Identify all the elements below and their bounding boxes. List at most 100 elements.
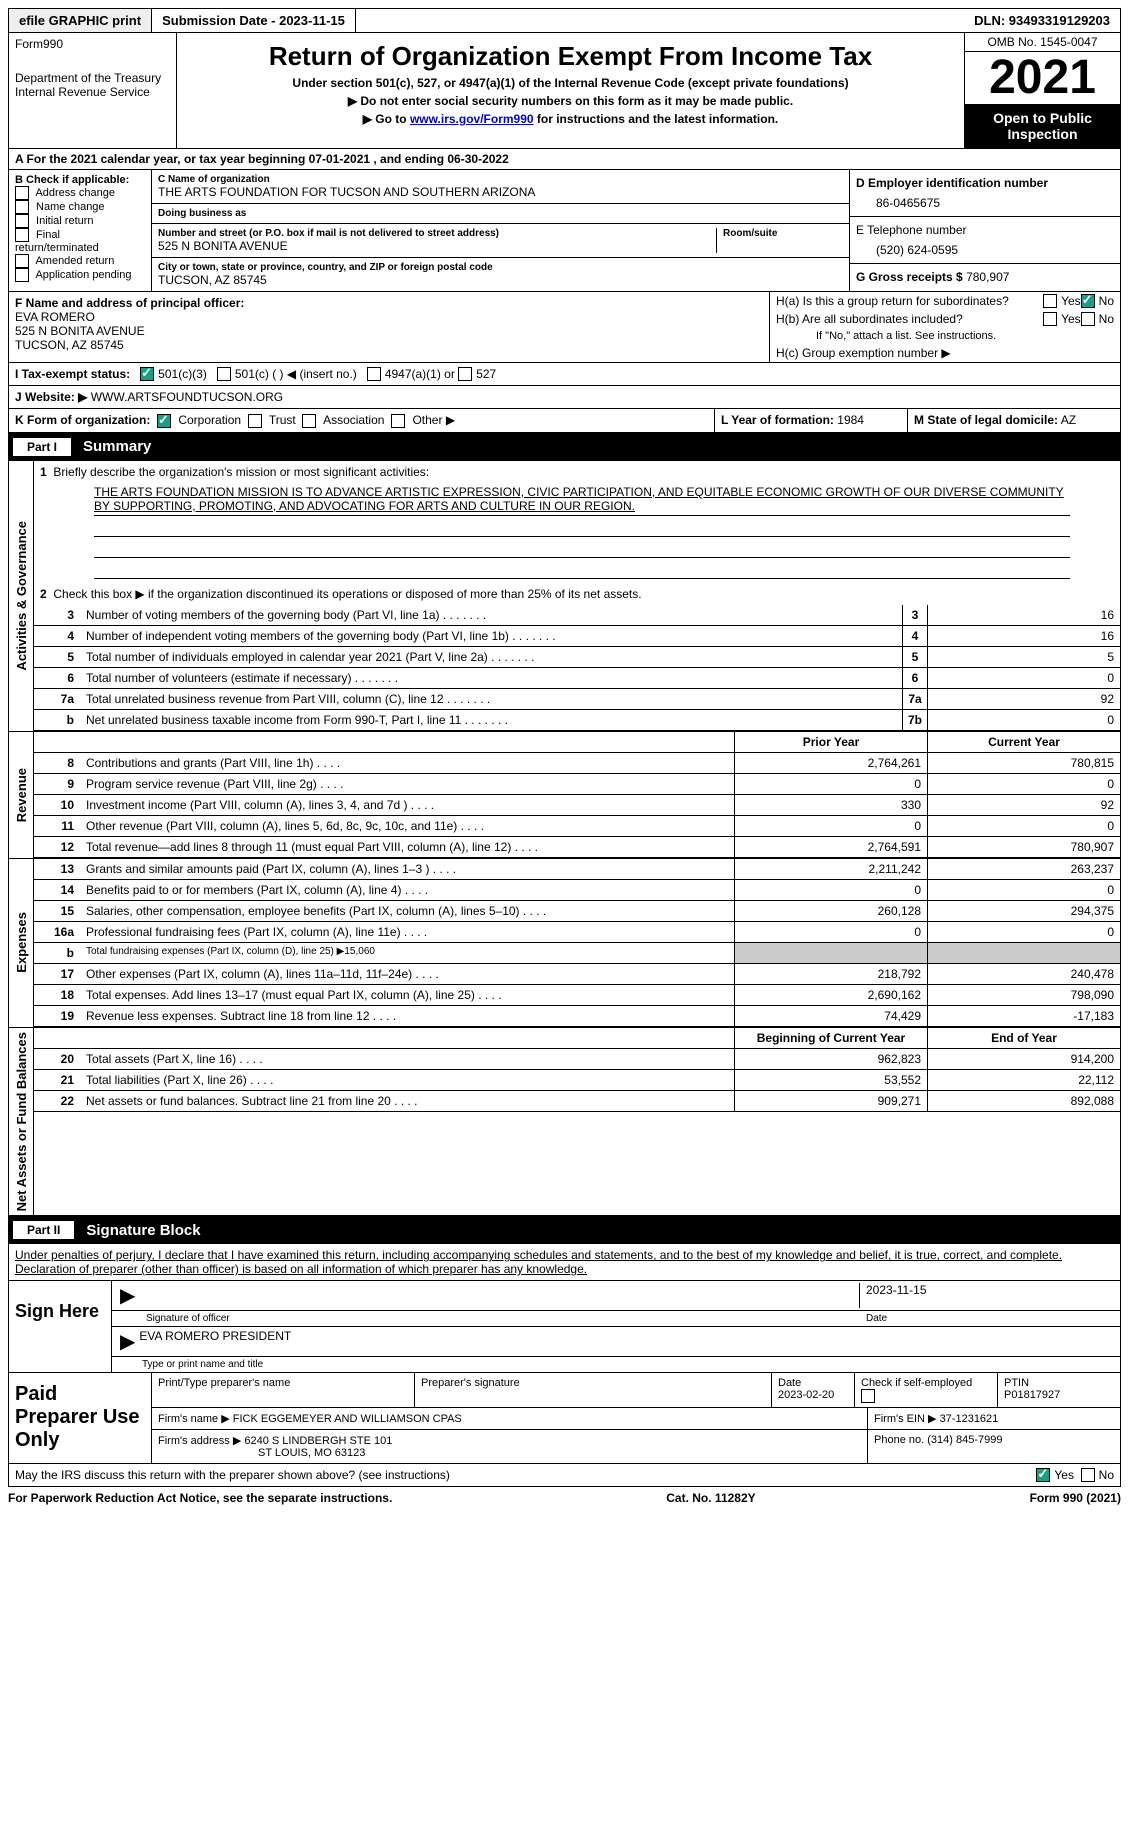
part2-title: Signature Block: [78, 1218, 208, 1243]
tax-year: 2021: [965, 52, 1120, 104]
officer-addr2: TUCSON, AZ 85745: [15, 338, 763, 352]
note-link: ▶ Go to www.irs.gov/Form990 for instruct…: [183, 112, 958, 126]
sig-date-label: Date: [860, 1313, 1116, 1324]
self-employed-checkbox[interactable]: [861, 1389, 875, 1403]
check-name-change[interactable]: [15, 200, 29, 214]
i-label: I Tax-exempt status:: [15, 367, 130, 381]
net-tab: Net Assets or Fund Balances: [12, 1028, 31, 1215]
submission-date: Submission Date - 2023-11-15: [152, 9, 356, 32]
footer-mid: Cat. No. 11282Y: [666, 1491, 755, 1505]
prior-year-header: Prior Year: [734, 732, 927, 752]
irs-link[interactable]: www.irs.gov/Form990: [410, 112, 534, 126]
l-label: L Year of formation:: [721, 413, 834, 427]
expenses-tab: Expenses: [12, 908, 31, 977]
year-formation: 1984: [837, 413, 864, 427]
firm-addr2: ST LOUIS, MO 63123: [158, 1447, 365, 1459]
mission-text: THE ARTS FOUNDATION MISSION IS TO ADVANC…: [94, 483, 1070, 516]
ha-yes-checkbox[interactable]: [1043, 294, 1057, 308]
revenue-tab: Revenue: [12, 764, 31, 826]
assoc-checkbox[interactable]: [302, 414, 316, 428]
trust-checkbox[interactable]: [248, 414, 262, 428]
prep-sig-label: Preparer's signature: [414, 1373, 771, 1407]
dept-label: Department of the Treasury: [15, 71, 170, 85]
part1-header: Part I Summary: [8, 433, 1121, 461]
revenue-section: Revenue Prior Year Current Year 8Contrib…: [8, 732, 1121, 859]
tel-value: (520) 624-0595: [856, 237, 1114, 257]
check-initial-return[interactable]: [15, 214, 29, 228]
h-note: If "No," attach a list. See instructions…: [770, 328, 1120, 344]
check-application-pending[interactable]: [15, 268, 29, 282]
period-row: A For the 2021 calendar year, or tax yea…: [8, 149, 1121, 170]
line1-label: Briefly describe the organization's miss…: [53, 465, 429, 479]
end-year-header: End of Year: [927, 1028, 1120, 1048]
irs-label: Internal Revenue Service: [15, 85, 170, 99]
expenses-section: Expenses 13Grants and similar amounts pa…: [8, 859, 1121, 1028]
hb-yes-checkbox[interactable]: [1043, 312, 1057, 326]
form-subtitle: Under section 501(c), 527, or 4947(a)(1)…: [183, 76, 958, 90]
discuss-no-checkbox[interactable]: [1081, 1468, 1095, 1482]
officer-addr1: 525 N BONITA AVENUE: [15, 324, 763, 338]
501c3-checkbox[interactable]: [140, 367, 154, 381]
begin-year-header: Beginning of Current Year: [734, 1028, 927, 1048]
ha-no-checkbox[interactable]: [1081, 294, 1095, 308]
m-label: M State of legal domicile:: [914, 413, 1058, 427]
declaration-text: Under penalties of perjury, I declare th…: [8, 1244, 1121, 1281]
city-value: TUCSON, AZ 85745: [158, 273, 843, 287]
arrow-icon: ▶: [116, 1283, 139, 1308]
footer-left: For Paperwork Reduction Act Notice, see …: [8, 1491, 392, 1505]
other-checkbox[interactable]: [391, 414, 405, 428]
ein-label: D Employer identification number: [856, 176, 1114, 190]
sign-here-label: Sign Here: [9, 1281, 111, 1372]
website-row: J Website: ▶ WWW.ARTSFOUNDTUCSON.ORG: [8, 386, 1121, 409]
top-bar: efile GRAPHIC print Submission Date - 20…: [8, 8, 1121, 33]
name-title-label: Type or print name and title: [112, 1357, 1120, 1372]
check-final-return/terminated[interactable]: [15, 228, 29, 242]
signer-name: EVA ROMERO PRESIDENT: [139, 1329, 291, 1354]
sign-here-block: Sign Here ▶2023-11-15 Signature of offic…: [8, 1281, 1121, 1373]
527-checkbox[interactable]: [458, 367, 472, 381]
check-amended-return[interactable]: [15, 254, 29, 268]
discuss-yes-checkbox[interactable]: [1036, 1468, 1050, 1482]
part2-number: Part II: [11, 1219, 76, 1241]
section-b: B Check if applicable: Address change Na…: [8, 170, 1121, 292]
prep-name-label: Print/Type preparer's name: [151, 1373, 414, 1407]
c-label: C Name of organization: [158, 174, 843, 185]
addr-label: Number and street (or P.O. box if mail i…: [158, 228, 716, 239]
officer-row: F Name and address of principal officer:…: [8, 292, 1121, 363]
firm-addr1: 6240 S LINDBERGH STE 101: [244, 1435, 392, 1447]
open-public-badge: Open to Public Inspection: [965, 104, 1120, 148]
501c-checkbox[interactable]: [217, 367, 231, 381]
tax-exempt-row: I Tax-exempt status: 501(c)(3) 501(c) ( …: [8, 363, 1121, 386]
firm-phone: (314) 845-7999: [927, 1434, 1002, 1446]
ein-value: 86-0465675: [856, 190, 1114, 210]
4947-checkbox[interactable]: [367, 367, 381, 381]
city-label: City or town, state or province, country…: [158, 262, 843, 273]
activities-section: Activities & Governance 1 Briefly descri…: [8, 461, 1121, 732]
net-assets-section: Net Assets or Fund Balances Beginning of…: [8, 1028, 1121, 1216]
dln: DLN: 93493319129203: [964, 9, 1120, 32]
officer-name: EVA ROMERO: [15, 310, 763, 324]
j-label: J Website: ▶: [15, 390, 87, 404]
form-title: Return of Organization Exempt From Incom…: [183, 41, 958, 72]
form-label: Form: [15, 37, 43, 51]
corp-checkbox[interactable]: [157, 414, 171, 428]
org-name: THE ARTS FOUNDATION FOR TUCSON AND SOUTH…: [158, 185, 843, 199]
hc-label: H(c) Group exemption number ▶: [770, 344, 1120, 362]
hb-no-checkbox[interactable]: [1081, 312, 1095, 326]
firm-ein: 37-1231621: [940, 1413, 999, 1425]
tel-label: E Telephone number: [856, 223, 1114, 237]
footer-right: Form 990 (2021): [1030, 1491, 1121, 1505]
form-number: 990: [43, 37, 63, 51]
room-label: Room/suite: [716, 228, 843, 253]
form-header: Form990 Department of the Treasury Inter…: [8, 33, 1121, 149]
current-year-header: Current Year: [927, 732, 1120, 752]
state-domicile: AZ: [1061, 413, 1076, 427]
part1-number: Part I: [11, 436, 73, 458]
page-footer: For Paperwork Reduction Act Notice, see …: [8, 1487, 1121, 1509]
check-address-change[interactable]: [15, 186, 29, 200]
dba-label: Doing business as: [158, 208, 843, 219]
paid-preparer-label: Paid Preparer Use Only: [9, 1373, 151, 1463]
activities-tab: Activities & Governance: [12, 517, 31, 675]
efile-print-button[interactable]: efile GRAPHIC print: [9, 9, 152, 32]
irs-discuss-row: May the IRS discuss this return with the…: [8, 1464, 1121, 1487]
